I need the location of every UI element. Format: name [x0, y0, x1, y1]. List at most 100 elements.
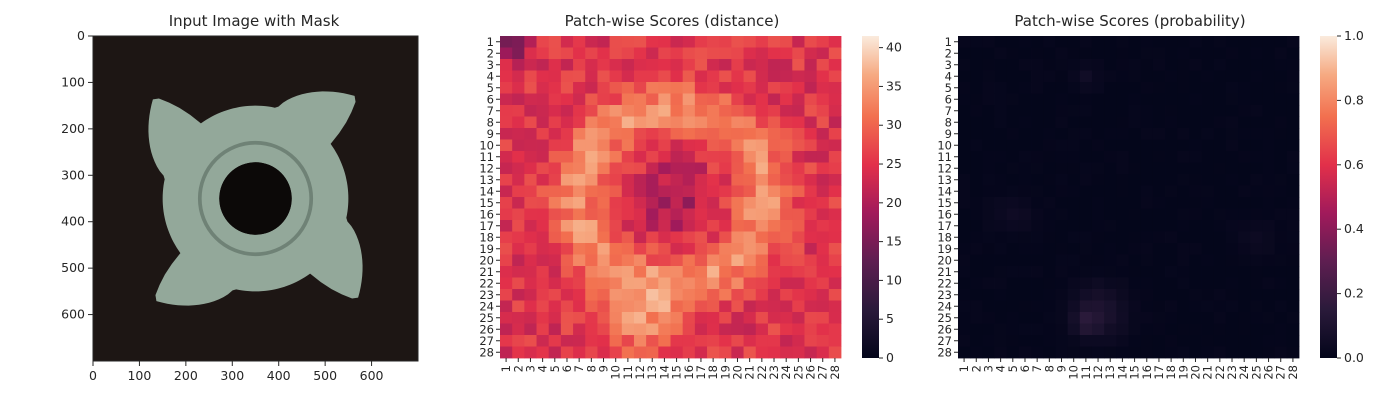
heatmap-cell — [1104, 82, 1117, 94]
heatmap-cell — [828, 346, 842, 359]
heatmap-cell — [731, 47, 744, 60]
heatmap-cell — [1201, 254, 1215, 267]
heatmap-cell — [719, 185, 732, 198]
heatmap-cell — [1116, 151, 1129, 163]
heatmap-cell — [816, 128, 830, 140]
heatmap-cell — [1128, 70, 1142, 83]
heatmap-cell — [719, 139, 732, 152]
heatmap-cell — [1140, 105, 1154, 117]
heatmap-cell — [694, 254, 708, 267]
heatmap-cell — [1091, 59, 1105, 71]
heatmap-cell — [1152, 105, 1166, 117]
heatmap-cell — [1128, 231, 1142, 244]
heatmap-cell — [524, 174, 537, 186]
heatmap-cell — [1225, 300, 1239, 313]
heatmap-cell — [1067, 151, 1081, 163]
heatmap-cell — [1165, 289, 1178, 301]
heatmap-cell — [1067, 312, 1081, 324]
heatmap-cell — [585, 312, 598, 324]
heatmap-cell — [1104, 323, 1117, 336]
heatmap-cell — [767, 174, 781, 186]
heatmap-cell — [828, 70, 842, 83]
heatmap-cell — [609, 208, 623, 221]
x-tick-label: 11 — [621, 365, 635, 380]
heatmap-cell — [1043, 151, 1056, 163]
heatmap-cell — [707, 36, 720, 48]
heatmap-cell — [958, 185, 971, 198]
heatmap-cell — [536, 346, 550, 359]
heatmap-cell — [707, 105, 720, 117]
heatmap-cell — [646, 93, 659, 106]
heatmap-cell — [958, 116, 971, 129]
heatmap-cell — [1152, 231, 1166, 244]
heatmap-cell — [1067, 162, 1081, 175]
heatmap-cell — [1055, 254, 1069, 267]
heatmap-cell — [670, 335, 684, 347]
heatmap-cell — [1067, 174, 1081, 186]
heatmap-cell — [1031, 47, 1044, 60]
heatmap-cell — [743, 197, 757, 209]
heatmap-cell — [1201, 197, 1215, 209]
heatmap-cell — [719, 197, 732, 209]
colorbar-tick-label: 5 — [886, 311, 894, 326]
heatmap-cell — [524, 277, 537, 290]
heatmap-cell — [970, 277, 983, 290]
heatmap-cell — [1213, 174, 1227, 186]
heatmap-cell — [1043, 105, 1056, 117]
heatmap-cell — [646, 197, 659, 209]
heatmap-cell — [707, 139, 720, 152]
heatmap-cell — [994, 300, 1008, 313]
heatmap-cell — [1079, 197, 1093, 209]
heatmap-cell — [731, 93, 744, 106]
heatmap-cell — [646, 300, 659, 313]
heatmap-cell — [1079, 59, 1093, 71]
heatmap-cell — [731, 300, 744, 313]
heatmap-cell — [670, 197, 684, 209]
heatmap-cell — [1262, 185, 1276, 198]
heatmap-cell — [958, 335, 971, 347]
heatmap-cell — [1031, 266, 1044, 278]
heatmap-cell — [1091, 105, 1105, 117]
heatmap-cell — [1018, 243, 1032, 255]
heatmap-cell — [548, 197, 562, 209]
heatmap-cell — [682, 346, 696, 359]
heatmap-cell — [1262, 323, 1276, 336]
heatmap-cell — [719, 59, 732, 71]
heatmap-cell — [1043, 254, 1056, 267]
x-tick-label: 23 — [767, 365, 781, 380]
input-y-tick-label: 400 — [61, 214, 85, 229]
heatmap-cell — [658, 116, 671, 129]
heatmap-cell — [1213, 277, 1227, 290]
heatmap-cell — [1152, 116, 1166, 129]
heatmap-cell — [816, 116, 830, 129]
heatmap-cell — [548, 312, 562, 324]
heatmap-cell — [743, 174, 757, 186]
heatmap-cell — [621, 323, 635, 336]
heatmap-cell — [658, 231, 671, 244]
heatmap-cell — [1238, 82, 1251, 94]
heatmap-cell — [633, 346, 647, 359]
heatmap-cell — [1055, 277, 1069, 290]
heatmap-cell — [1031, 277, 1044, 290]
heatmap-cell — [1079, 82, 1093, 94]
heatmap-cell — [1262, 116, 1276, 129]
heatmap-cell — [585, 300, 598, 313]
heatmap-cell — [994, 208, 1008, 221]
heatmap-cell — [1201, 139, 1215, 152]
heatmap-cell — [1104, 231, 1117, 244]
heatmap-cell — [1128, 82, 1142, 94]
heatmap-cell — [573, 277, 586, 290]
heatmap-cell — [1165, 312, 1178, 324]
heatmap-cell — [1286, 231, 1300, 244]
heatmap-cell — [780, 231, 793, 244]
heatmap-cell — [743, 266, 757, 278]
y-tick-label: 20 — [937, 253, 952, 267]
heatmap-cell — [767, 323, 781, 336]
heatmap-cell — [1031, 162, 1044, 175]
heatmap-cell — [731, 220, 744, 232]
heatmap-cell — [682, 266, 696, 278]
heatmap-cell — [1250, 277, 1263, 290]
heatmap-cell — [1018, 277, 1032, 290]
x-tick-label: 9 — [1055, 365, 1069, 372]
heatmap-cell — [1250, 116, 1263, 129]
